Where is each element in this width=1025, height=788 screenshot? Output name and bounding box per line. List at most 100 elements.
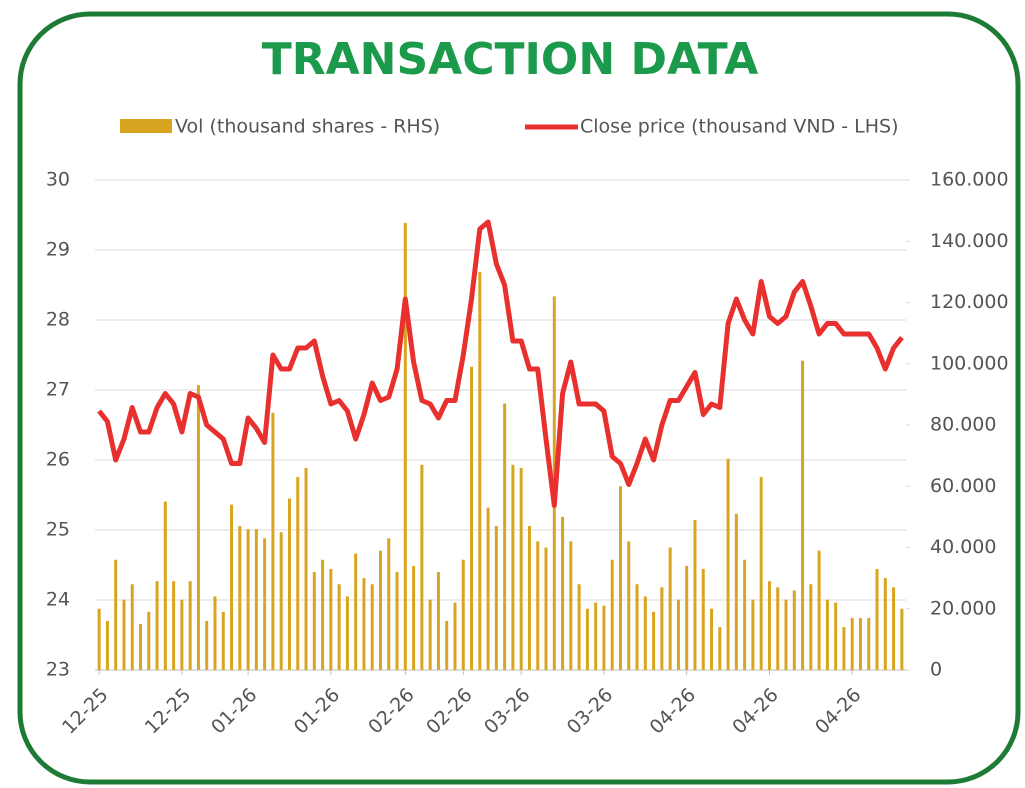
y2-tick-label: 0	[930, 659, 942, 681]
bar	[246, 529, 250, 670]
bar	[569, 541, 573, 670]
bar	[743, 559, 747, 670]
bar	[643, 596, 647, 670]
bar	[751, 599, 755, 670]
bar	[213, 596, 217, 670]
bar	[610, 559, 614, 670]
bar	[139, 624, 143, 670]
bar	[594, 602, 598, 670]
y-tick-label: 25	[46, 519, 70, 541]
bar	[188, 581, 192, 670]
bar	[354, 553, 358, 670]
price-line	[97, 219, 904, 508]
y2-tick-label: 60.000	[930, 475, 996, 497]
bar	[412, 565, 416, 670]
bar	[486, 507, 490, 670]
bar	[585, 608, 589, 670]
bar	[370, 584, 374, 670]
bar	[287, 498, 291, 670]
bar	[767, 581, 771, 670]
bar	[271, 412, 275, 670]
bar	[834, 602, 838, 670]
bar	[130, 584, 134, 670]
bar	[776, 587, 780, 670]
bar	[304, 467, 308, 670]
bar	[710, 608, 714, 670]
bar	[668, 547, 672, 670]
y-tick-label: 27	[46, 379, 70, 401]
bar	[536, 541, 540, 670]
bar	[345, 596, 349, 670]
bar	[561, 516, 565, 670]
bar	[337, 584, 341, 670]
bar	[693, 519, 697, 670]
bar	[809, 584, 813, 670]
bar	[503, 403, 507, 670]
bar	[527, 526, 531, 670]
y2-tick-label: 40.000	[930, 536, 996, 558]
bar	[296, 477, 300, 670]
bar	[312, 572, 316, 670]
bar	[105, 621, 109, 670]
bar	[759, 477, 763, 670]
bar	[445, 621, 449, 670]
bar	[718, 627, 722, 670]
bar	[329, 568, 333, 670]
bar	[676, 599, 680, 670]
bar	[387, 538, 391, 670]
bar	[511, 464, 515, 670]
bar	[544, 547, 548, 670]
bar	[114, 559, 118, 670]
y-tick-label: 24	[46, 589, 70, 611]
chart-title: TRANSACTION DATA	[262, 34, 759, 85]
bar	[858, 617, 862, 670]
bar	[577, 584, 581, 670]
bar	[379, 550, 383, 670]
bar	[701, 568, 705, 670]
bar	[892, 587, 896, 670]
bar	[453, 602, 457, 670]
bar	[420, 464, 424, 670]
bar	[842, 627, 846, 670]
y2-tick-label: 100.000	[930, 352, 1009, 374]
bar	[97, 608, 101, 670]
y-tick-label: 30	[46, 169, 70, 191]
bar	[147, 611, 151, 670]
bar	[321, 559, 325, 670]
bar	[801, 360, 805, 670]
bar	[395, 572, 399, 670]
bar	[403, 222, 407, 670]
bar	[627, 541, 631, 670]
bar	[230, 504, 234, 670]
bar	[238, 526, 242, 670]
bar	[221, 611, 225, 670]
bar	[602, 605, 606, 670]
bar	[254, 529, 258, 670]
y2-tick-label: 140.000	[930, 230, 1009, 252]
bar	[875, 568, 879, 670]
bar	[618, 486, 622, 670]
y2-tick-label: 120.000	[930, 291, 1009, 313]
bar	[652, 611, 656, 670]
legend-label: Close price (thousand VND - LHS)	[580, 116, 899, 138]
bar	[436, 572, 440, 670]
bar	[428, 599, 432, 670]
bar	[685, 565, 689, 670]
bar	[519, 467, 523, 670]
bar	[205, 621, 209, 670]
bar	[172, 581, 176, 670]
bar	[883, 578, 887, 670]
bar	[470, 366, 474, 670]
bar	[279, 532, 283, 670]
bar	[196, 385, 200, 670]
bar	[900, 608, 904, 670]
y-tick-label: 23	[46, 659, 70, 681]
bar	[850, 617, 854, 670]
bar	[163, 501, 167, 670]
bar	[180, 599, 184, 670]
bar	[817, 550, 821, 670]
y2-tick-label: 20.000	[930, 597, 996, 619]
bar	[726, 458, 730, 670]
y2-tick-label: 160.000	[930, 169, 1009, 191]
